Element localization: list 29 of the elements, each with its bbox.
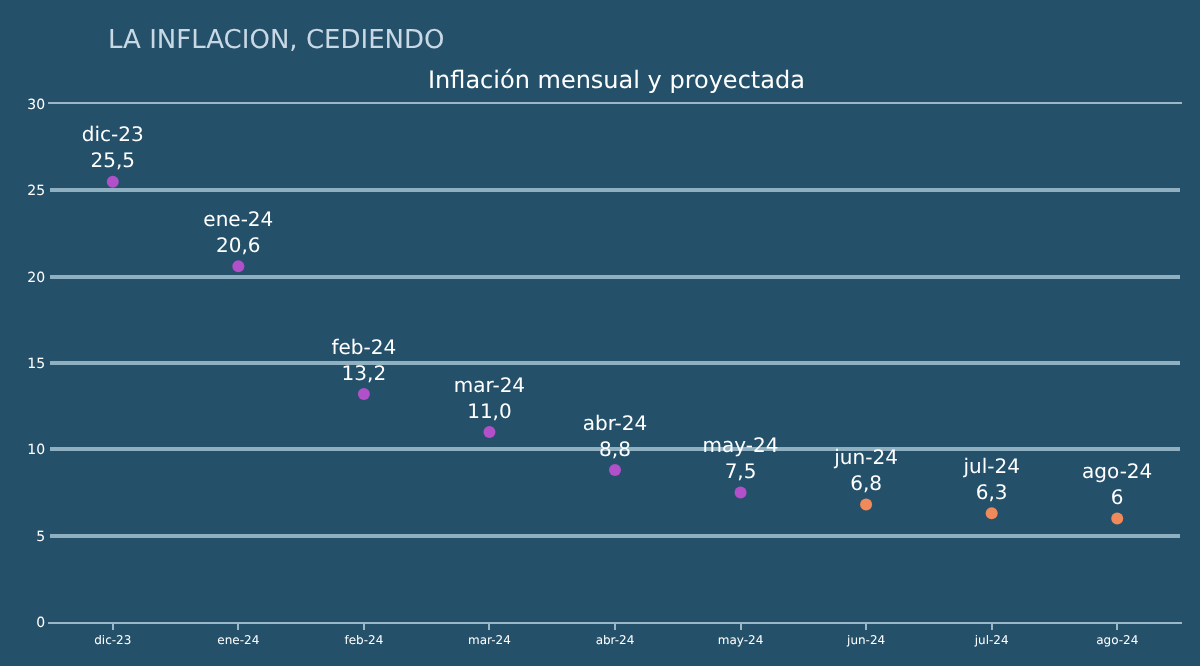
category-label: dic-23 xyxy=(81,125,144,148)
data-label: 6 xyxy=(1110,487,1124,510)
data-label: 6,8 xyxy=(850,474,883,497)
point xyxy=(860,498,873,511)
category-label: mar-24 xyxy=(453,375,526,398)
point xyxy=(609,464,621,477)
point xyxy=(734,486,747,499)
point xyxy=(106,175,119,188)
data-label: 8,8 xyxy=(599,439,631,462)
data-label: 6,3 xyxy=(975,482,1008,505)
chart-title: LA INFLACION, CEDIENDO xyxy=(108,26,445,56)
category-label: feb-24 xyxy=(331,337,397,360)
category-label: jun-24 xyxy=(834,448,898,471)
point xyxy=(232,260,245,273)
chart-subtitle: Inflación mensual y proyectada xyxy=(428,66,805,94)
category-label: jul-24 xyxy=(963,456,1020,479)
category-label: ago-24 xyxy=(1082,461,1153,484)
data-label: 20,6 xyxy=(216,235,261,258)
point xyxy=(1111,512,1124,525)
category-label: may-24 xyxy=(702,436,779,458)
data-label: 11,0 xyxy=(467,401,512,424)
data-label: 7,5 xyxy=(724,462,757,484)
point xyxy=(357,388,370,401)
category-label: ene-24 xyxy=(203,209,274,232)
category-label: abr-24 xyxy=(582,413,648,436)
data-label: 25,5 xyxy=(90,151,136,174)
point xyxy=(985,507,998,520)
data-label: 13,2 xyxy=(341,363,387,386)
point xyxy=(483,426,496,439)
